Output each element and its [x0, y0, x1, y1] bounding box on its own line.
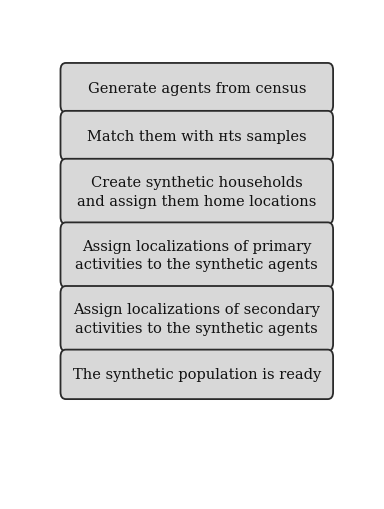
- Text: The synthetic population is ready: The synthetic population is ready: [73, 367, 321, 382]
- Text: Generate agents from census: Generate agents from census: [88, 81, 306, 96]
- FancyBboxPatch shape: [61, 64, 333, 113]
- FancyBboxPatch shape: [61, 350, 333, 400]
- Text: Create synthetic households
and assign them home locations: Create synthetic households and assign t…: [77, 176, 316, 208]
- FancyBboxPatch shape: [61, 223, 333, 288]
- Text: Assign localizations of primary
activities to the synthetic agents: Assign localizations of primary activiti…: [75, 239, 318, 272]
- FancyBboxPatch shape: [61, 287, 333, 352]
- Text: Assign localizations of secondary
activities to the synthetic agents: Assign localizations of secondary activi…: [73, 302, 320, 335]
- Text: Match them with нts samples: Match them with нts samples: [87, 129, 306, 144]
- FancyBboxPatch shape: [61, 159, 333, 224]
- FancyBboxPatch shape: [61, 111, 333, 161]
